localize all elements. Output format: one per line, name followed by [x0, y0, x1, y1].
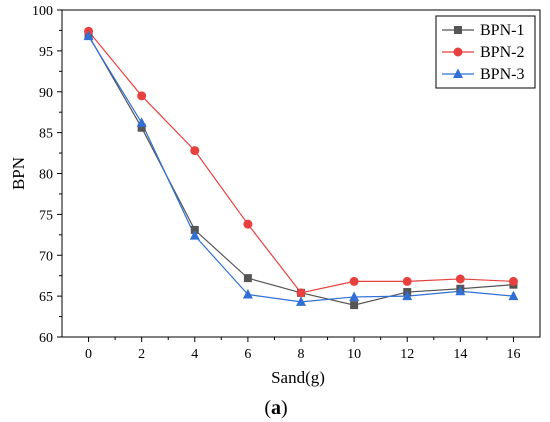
- caption-open-paren: (: [264, 397, 271, 419]
- data-point-bpn-2: [243, 219, 253, 229]
- caption-close-paren: ): [281, 397, 288, 419]
- data-point-bpn-1: [190, 225, 199, 234]
- y-tick-label: 60: [39, 331, 53, 346]
- y-axis-title: BPN: [9, 157, 28, 190]
- data-point-bpn-3: [508, 290, 519, 301]
- x-tick-label: 2: [138, 347, 145, 362]
- data-point-bpn-2: [508, 276, 518, 286]
- data-point-bpn-1: [137, 123, 146, 132]
- y-tick-label: 95: [39, 45, 53, 60]
- y-tick-label: 85: [39, 127, 53, 142]
- data-point-bpn-1: [350, 301, 359, 310]
- legend-marker-bpn-3: [453, 68, 463, 78]
- x-tick-label: 6: [244, 347, 251, 362]
- data-point-bpn-3: [455, 285, 466, 296]
- y-tick-label: 65: [39, 290, 53, 305]
- x-axis-title: Sand(g): [271, 368, 325, 387]
- data-point-bpn-2: [455, 274, 465, 284]
- caption-letter: a: [271, 397, 281, 419]
- x-tick-label: 16: [506, 347, 520, 362]
- legend-label-bpn-3: BPN-3: [480, 66, 524, 83]
- y-tick-label: 80: [39, 168, 53, 183]
- data-point-bpn-3: [83, 30, 94, 41]
- legend-marker-bpn-1: [454, 26, 462, 34]
- y-tick-label: 90: [39, 86, 53, 101]
- data-point-bpn-3: [349, 291, 360, 301]
- legend-marker-bpn-2: [453, 47, 463, 57]
- data-point-bpn-3: [402, 290, 413, 301]
- data-point-bpn-3: [242, 288, 253, 299]
- x-tick-label: 14: [453, 347, 467, 362]
- x-tick-label: 4: [191, 347, 198, 362]
- data-point-bpn-2: [349, 276, 359, 286]
- plot-area: 0 2 4 6 8 10 12 14 16 60 65 70 75 80 85 90 95 100 Sand(g) B…: [9, 4, 541, 387]
- data-point-bpn-2: [190, 146, 200, 156]
- data-point-bpn-3: [189, 230, 200, 240]
- figure-caption: (a): [264, 397, 287, 419]
- y-tick-label: 75: [39, 208, 53, 223]
- y-tick-label: 70: [39, 249, 53, 264]
- data-point-bpn-2: [296, 288, 306, 298]
- x-tick-label: 0: [85, 347, 92, 362]
- y-tick-label: 100: [32, 4, 53, 19]
- data-point-bpn-3: [296, 296, 306, 306]
- legend-label-bpn-2: BPN-2: [480, 44, 524, 61]
- data-point-bpn-1: [243, 274, 252, 283]
- x-tick-label: 12: [400, 347, 414, 362]
- data-point-bpn-2: [402, 276, 412, 286]
- data-point-bpn-3: [136, 117, 147, 127]
- legend-label-bpn-1: BPN-1: [480, 22, 524, 39]
- x-tick-label: 10: [347, 347, 361, 362]
- data-point-bpn-2: [137, 91, 147, 101]
- x-tick-label: 8: [298, 347, 305, 362]
